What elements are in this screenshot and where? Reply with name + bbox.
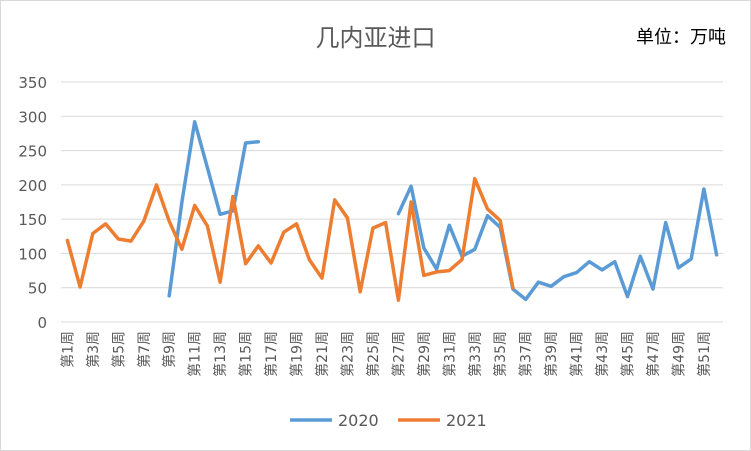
x-tick-label: 第49周	[670, 331, 687, 377]
x-tick-label: 第51周	[696, 331, 713, 377]
x-tick-label: 第31周	[441, 331, 458, 377]
y-tick-label: 100	[18, 245, 47, 263]
x-tick-label: 第19周	[289, 331, 306, 377]
x-tick-label: 第35周	[492, 331, 509, 377]
y-tick-label: 300	[18, 108, 47, 126]
y-tick-label: 50	[28, 280, 47, 298]
x-tick-label: 第11周	[187, 331, 204, 377]
x-tick-label: 第29周	[416, 331, 433, 377]
legend-label-2021: 2021	[446, 411, 487, 430]
x-tick-label: 第25周	[365, 331, 382, 377]
x-tick-label: 第13周	[212, 331, 229, 377]
series-line-2021	[65, 176, 515, 302]
x-tick-label: 第33周	[467, 331, 484, 377]
unit-label: 单位：万吨	[636, 27, 726, 48]
x-tick-label: 第21周	[314, 331, 331, 377]
x-tick-label: 第39周	[543, 331, 560, 377]
x-tick-label: 第41周	[569, 331, 586, 377]
x-tick-label: 第43周	[594, 331, 611, 377]
x-tick-label: 第27周	[390, 331, 407, 377]
x-tick-label: 第5周	[110, 331, 127, 368]
chart-title: 几内亚进口	[315, 24, 436, 52]
x-tick-label: 第23周	[339, 331, 356, 377]
x-tick-label: 第47周	[645, 331, 662, 377]
y-tick-label: 250	[18, 143, 47, 161]
series-line-2020	[167, 120, 719, 302]
y-tick-label: 200	[18, 177, 47, 195]
x-tick-label: 第9周	[161, 331, 178, 368]
x-tick-label: 第45周	[620, 331, 637, 377]
y-tick-label: 0	[37, 314, 47, 332]
y-tick-label: 150	[18, 211, 47, 229]
x-tick-label: 第7周	[136, 331, 153, 368]
x-tick-label: 第15周	[238, 331, 255, 377]
x-tick-label: 第37周	[518, 331, 535, 377]
x-tick-label: 第3周	[85, 331, 102, 368]
legend-label-2020: 2020	[338, 411, 379, 430]
x-tick-label: 第1周	[59, 331, 76, 368]
x-tick-label: 第17周	[263, 331, 280, 377]
y-tick-label: 350	[18, 74, 47, 92]
